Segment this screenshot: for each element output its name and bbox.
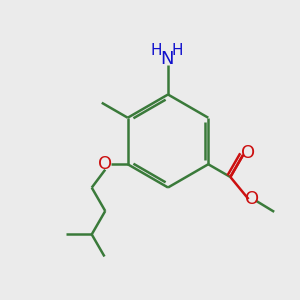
Text: H: H (150, 43, 162, 58)
Text: N: N (160, 50, 173, 68)
Text: H: H (171, 43, 183, 58)
Text: O: O (98, 155, 112, 173)
Text: O: O (245, 190, 259, 208)
Text: O: O (242, 144, 256, 162)
